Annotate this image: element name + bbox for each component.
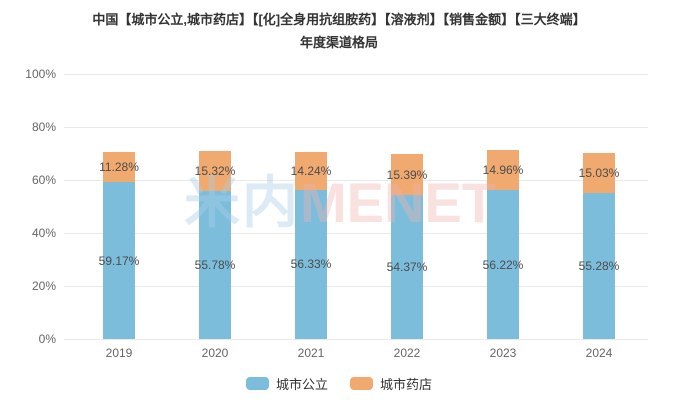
bar-2021-城市公立[interactable]: [295, 189, 327, 339]
gridline-100%: [64, 74, 648, 75]
bar-2024-城市公立[interactable]: [583, 192, 615, 339]
x-tick-label-2022: 2022: [393, 346, 421, 360]
y-tick-label-0%: 0%: [38, 332, 56, 346]
bar-2020-城市药店[interactable]: [199, 150, 231, 192]
x-tick-label-2021: 2021: [297, 346, 325, 360]
bar-2023-城市药店[interactable]: [487, 150, 519, 191]
x-tick-label-2023: 2023: [489, 346, 517, 360]
bar-label-2020-城市公立: 55.78%: [194, 258, 236, 273]
gridline-20%: [64, 286, 648, 287]
legend-label-城市公立: 城市公立: [275, 377, 328, 392]
x-tick-label-2020: 2020: [201, 346, 229, 360]
gridline-60%: [64, 180, 648, 181]
bar-label-2022-城市药店: 15.39%: [386, 167, 428, 182]
bar-2024-城市药店[interactable]: [583, 152, 615, 193]
bar-2022-城市药店[interactable]: [391, 154, 423, 195]
bar-2022-城市公立[interactable]: [391, 194, 423, 339]
bar-label-2021-城市药店: 14.24%: [290, 163, 332, 178]
bar-label-2019-城市药店: 11.28%: [99, 160, 139, 175]
plot-area: 0% 20% 40% 60% 80% 100% 59.17% 11.28% 2019 55.78%…: [25, 67, 648, 360]
legend-label-城市药店: 城市药店: [380, 377, 433, 392]
legend: 城市公立 城市药店: [0, 374, 678, 393]
y-tick-label-60%: 60%: [31, 173, 56, 187]
bar-label-2021-城市公立: 56.33%: [290, 257, 332, 272]
y-tick-label-100%: 100%: [25, 67, 56, 81]
legend-item-城市药店[interactable]: 城市药店: [350, 374, 432, 393]
gridline-80%: [64, 127, 648, 128]
chart-title-line1: 中国【城市公立,城市药店】【[化]全身用抗组胺药】【溶液剂】【销售金额】【三大终…: [92, 12, 586, 27]
y-tick-label-80%: 80%: [31, 120, 56, 134]
bar-label-2023-城市药店: 14.96%: [482, 163, 524, 178]
bar-2019-城市药店[interactable]: [103, 152, 135, 183]
bar-2020-城市公立[interactable]: [199, 191, 231, 339]
bar-label-2020-城市药店: 15.32%: [194, 163, 236, 178]
legend-item-城市公立[interactable]: 城市公立: [245, 374, 328, 393]
bar-label-2019-城市公立: 59.17%: [98, 253, 140, 268]
bar-label-2024-城市公立: 55.28%: [578, 258, 620, 273]
gridline-40%: [64, 233, 648, 234]
chart-title: 中国【城市公立,城市药店】【[化]全身用抗组胺药】【溶液剂】【销售金额】【三大终…: [0, 8, 678, 54]
legend-swatch-城市药店: [350, 377, 373, 390]
chart-title-line2: 年度渠道格局: [299, 35, 378, 50]
y-tick-label-20%: 20%: [31, 279, 56, 293]
x-tick-label-2019: 2019: [105, 346, 133, 360]
bar-label-2024-城市药店: 15.03%: [578, 165, 620, 180]
bar-2019-城市公立[interactable]: [103, 182, 135, 339]
x-tick-label-2024: 2024: [585, 346, 613, 360]
bar-label-2022-城市公立: 54.37%: [386, 259, 428, 274]
bar-2023-城市公立[interactable]: [487, 190, 519, 339]
y-tick-label-40%: 40%: [31, 226, 56, 240]
legend-swatch-城市公立: [245, 377, 269, 390]
gridline-0%: [64, 339, 648, 340]
bar-label-2023-城市公立: 56.22%: [482, 257, 524, 272]
bar-2021-城市药店[interactable]: [295, 152, 327, 190]
